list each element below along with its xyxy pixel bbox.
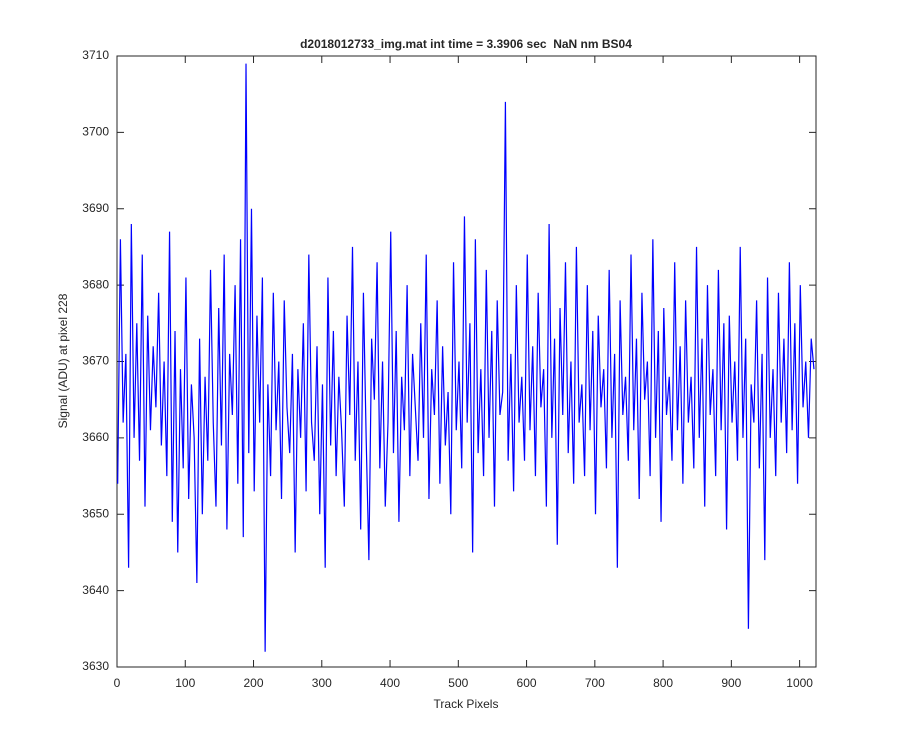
x-tick-label: 500 (448, 676, 468, 690)
y-tick-label: 3650 (82, 506, 109, 520)
x-tick-label: 1000 (786, 676, 813, 690)
y-tick-label: 3630 (82, 659, 109, 673)
x-tick-label: 800 (653, 676, 673, 690)
x-tick-label: 600 (517, 676, 537, 690)
data-line (117, 63, 815, 652)
y-tick-label: 3710 (82, 48, 109, 62)
y-tick-label: 3700 (82, 125, 109, 139)
y-tick-label: 3670 (82, 354, 109, 368)
y-tick-label: 3660 (82, 430, 109, 444)
x-axis-label: Track Pixels (434, 697, 499, 711)
x-tick-label: 200 (244, 676, 264, 690)
x-tick-label: 300 (312, 676, 332, 690)
y-axis-label: Signal (ADU) at pixel 228 (56, 293, 70, 428)
x-tick-label: 400 (380, 676, 400, 690)
x-tick-label: 700 (585, 676, 605, 690)
y-tick-label: 3680 (82, 277, 109, 291)
x-tick-label: 100 (175, 676, 195, 690)
x-tick-label: 900 (721, 676, 741, 690)
x-tick-label: 0 (114, 676, 121, 690)
chart-title: d2018012733_img.mat int time = 3.3906 se… (300, 37, 632, 51)
y-tick-label: 3690 (82, 201, 109, 215)
y-tick-label: 3640 (82, 583, 109, 597)
